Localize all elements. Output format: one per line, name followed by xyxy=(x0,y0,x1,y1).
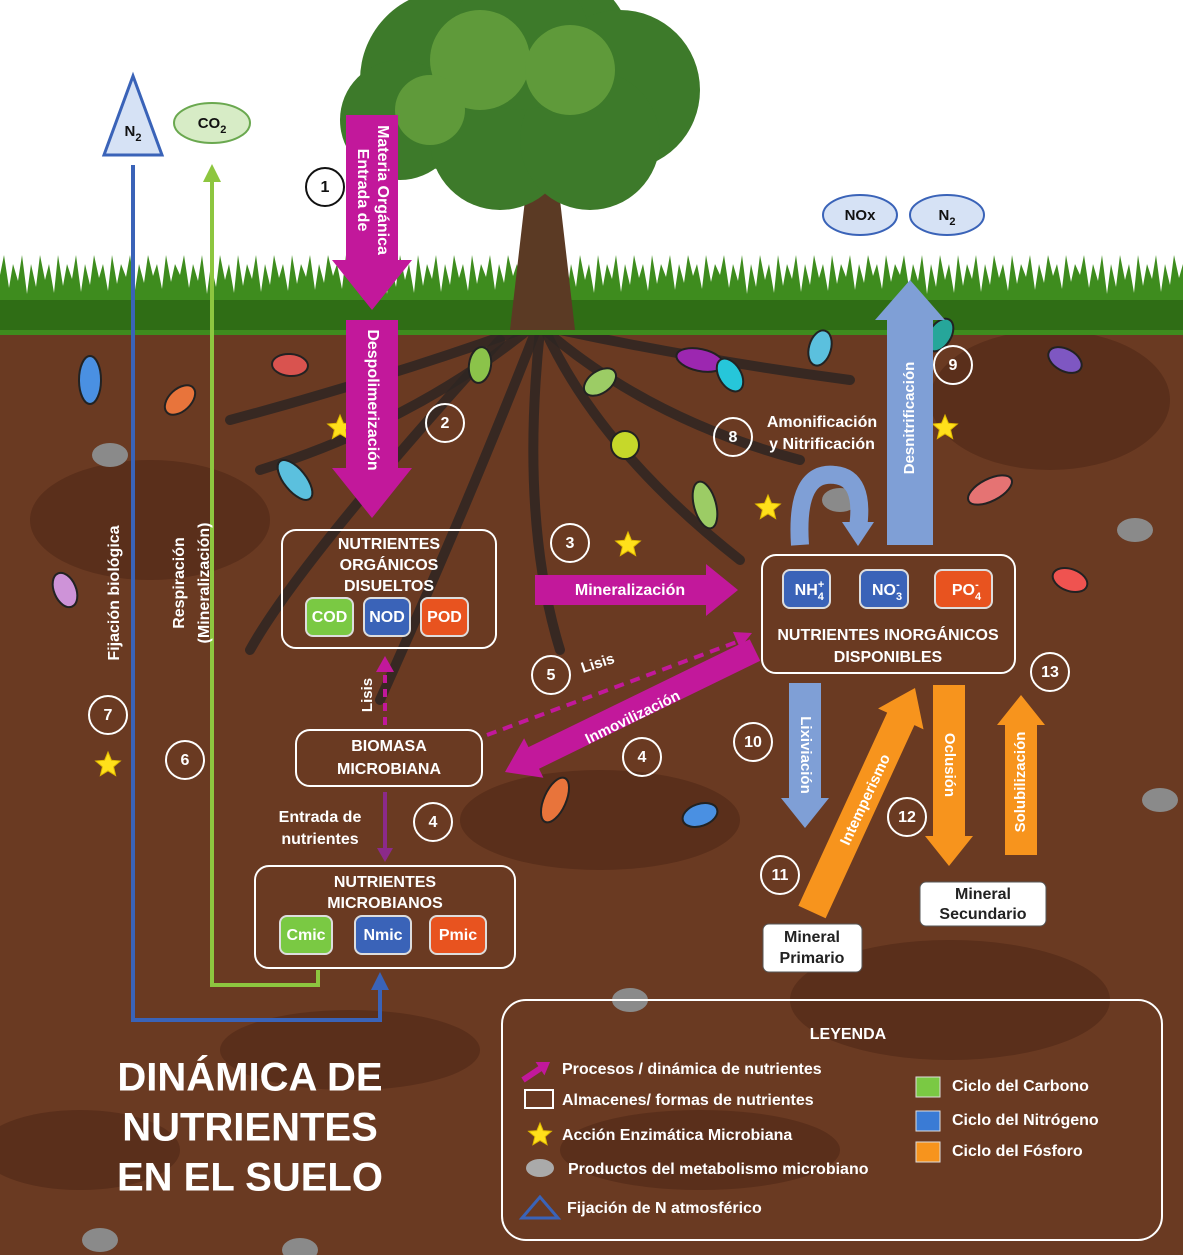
step-number: 9 xyxy=(949,357,958,374)
label: Respiración xyxy=(171,537,188,629)
formula-sub: 4 xyxy=(818,591,825,603)
label: Solubilización xyxy=(1012,732,1029,833)
mineral-label: Primario xyxy=(780,950,845,967)
label: y Nitrificación xyxy=(769,436,875,453)
tree-canopy-light xyxy=(395,75,465,145)
legend-text: Fijación de N atmosférico xyxy=(567,1200,762,1217)
legend-text: Ciclo del Nitrógeno xyxy=(952,1112,1099,1129)
legend-cycle-swatch xyxy=(916,1142,940,1162)
step-number: 10 xyxy=(744,734,762,751)
step-number: 12 xyxy=(898,809,916,826)
label: Lixiviación xyxy=(797,716,814,794)
legend-text: Acción Enzimática Microbiana xyxy=(562,1127,792,1144)
label: NUTRIENTES xyxy=(338,536,441,553)
label: Cmic xyxy=(286,927,325,944)
label: Lisis xyxy=(359,678,376,712)
page: {"title":["DINÁMICA DE","NUTRIENTES","EN… xyxy=(0,0,1183,1255)
step-number: 8 xyxy=(729,429,738,446)
mineral-label: Secundario xyxy=(939,906,1026,923)
label: DISUELTOS xyxy=(344,578,434,595)
label: COD xyxy=(312,609,348,626)
formula-sup: + xyxy=(818,579,824,591)
rock xyxy=(1142,788,1178,812)
formula-sub: 4 xyxy=(975,591,982,603)
step-number: 7 xyxy=(104,707,113,724)
legend-text: Almacenes/ formas de nutrientes xyxy=(562,1092,814,1109)
rock xyxy=(92,443,128,467)
mineral-label: Mineral xyxy=(955,886,1011,903)
formula-base: CO xyxy=(198,115,221,132)
step-number: 11 xyxy=(772,867,789,884)
formula-sub: 2 xyxy=(949,216,955,228)
label: BIOMASA xyxy=(351,738,427,755)
label: DISPONIBLES xyxy=(834,649,943,666)
label: LEYENDA xyxy=(810,1026,887,1043)
label: NOx xyxy=(845,207,877,224)
label: nutrientes xyxy=(281,831,358,848)
label: Despolimerización xyxy=(364,329,381,470)
label: NUTRIENTES xyxy=(334,874,437,891)
grass-base xyxy=(0,300,1183,330)
step-number: 6 xyxy=(181,752,190,769)
microbe xyxy=(79,356,101,404)
diagram-title: EN EL SUELO xyxy=(117,1156,383,1200)
formula-sub: 3 xyxy=(896,591,902,603)
step-number: 2 xyxy=(441,415,450,432)
legend-text: Productos del metabolismo microbiano xyxy=(568,1161,869,1178)
formula-sup: - xyxy=(975,579,979,591)
step-number: 4 xyxy=(429,814,438,831)
rock xyxy=(82,1228,118,1252)
step-number: 4 xyxy=(638,749,647,766)
formula-sub: 2 xyxy=(135,132,141,144)
diagram-title: DINÁMICA DE xyxy=(117,1055,382,1100)
label: (Mineralización) xyxy=(196,523,213,644)
formula-base: N xyxy=(939,207,950,224)
diagram-title: NUTRIENTES xyxy=(122,1106,378,1150)
label: Entrada de xyxy=(354,149,371,232)
step-number: 3 xyxy=(566,535,575,552)
label: ORGÁNICOS xyxy=(340,555,439,574)
step-number: 1 xyxy=(321,179,330,196)
mineral-label: Mineral xyxy=(784,929,840,946)
formula-sub: 2 xyxy=(220,124,226,136)
label: NOD xyxy=(369,609,405,626)
label: Oclusión xyxy=(941,733,958,797)
diagram: N2CO2NOxN2Fijación biológicaRespiración(… xyxy=(0,0,1183,1255)
label: Fijación biológica xyxy=(106,525,123,660)
legend-text: Ciclo del Carbono xyxy=(952,1078,1089,1095)
tree-canopy-light xyxy=(525,25,615,115)
step-number: 5 xyxy=(547,667,556,684)
formula-base: N xyxy=(125,123,136,140)
label: POD xyxy=(427,609,462,626)
label: Materia Orgánica xyxy=(374,125,391,255)
label: NUTRIENTES INORGÁNICOS xyxy=(777,625,999,644)
legend-cycle-swatch xyxy=(916,1111,940,1131)
formula-sup: - xyxy=(896,579,900,591)
label: MICROBIANA xyxy=(337,761,441,778)
legend-text: Procesos / dinámica de nutrientes xyxy=(562,1061,822,1078)
legend-product-icon xyxy=(526,1159,554,1177)
rock xyxy=(1117,518,1153,542)
legend-cycle-swatch xyxy=(916,1077,940,1097)
formula-base: NH xyxy=(795,582,818,599)
microbe xyxy=(611,431,639,459)
label: Desnitrificación xyxy=(901,362,918,475)
label: MICROBIANOS xyxy=(327,895,443,912)
soil-patch xyxy=(30,460,270,580)
step-number: 13 xyxy=(1041,664,1059,681)
label: Pmic xyxy=(439,927,477,944)
formula-base: NO xyxy=(872,582,896,599)
label: Amonificación xyxy=(767,414,877,431)
label: Entrada de xyxy=(279,809,362,826)
formula-base: PO xyxy=(952,582,975,599)
label: Mineralización xyxy=(575,582,685,599)
label: Nmic xyxy=(363,927,402,944)
legend-text: Ciclo del Fósforo xyxy=(952,1143,1083,1160)
